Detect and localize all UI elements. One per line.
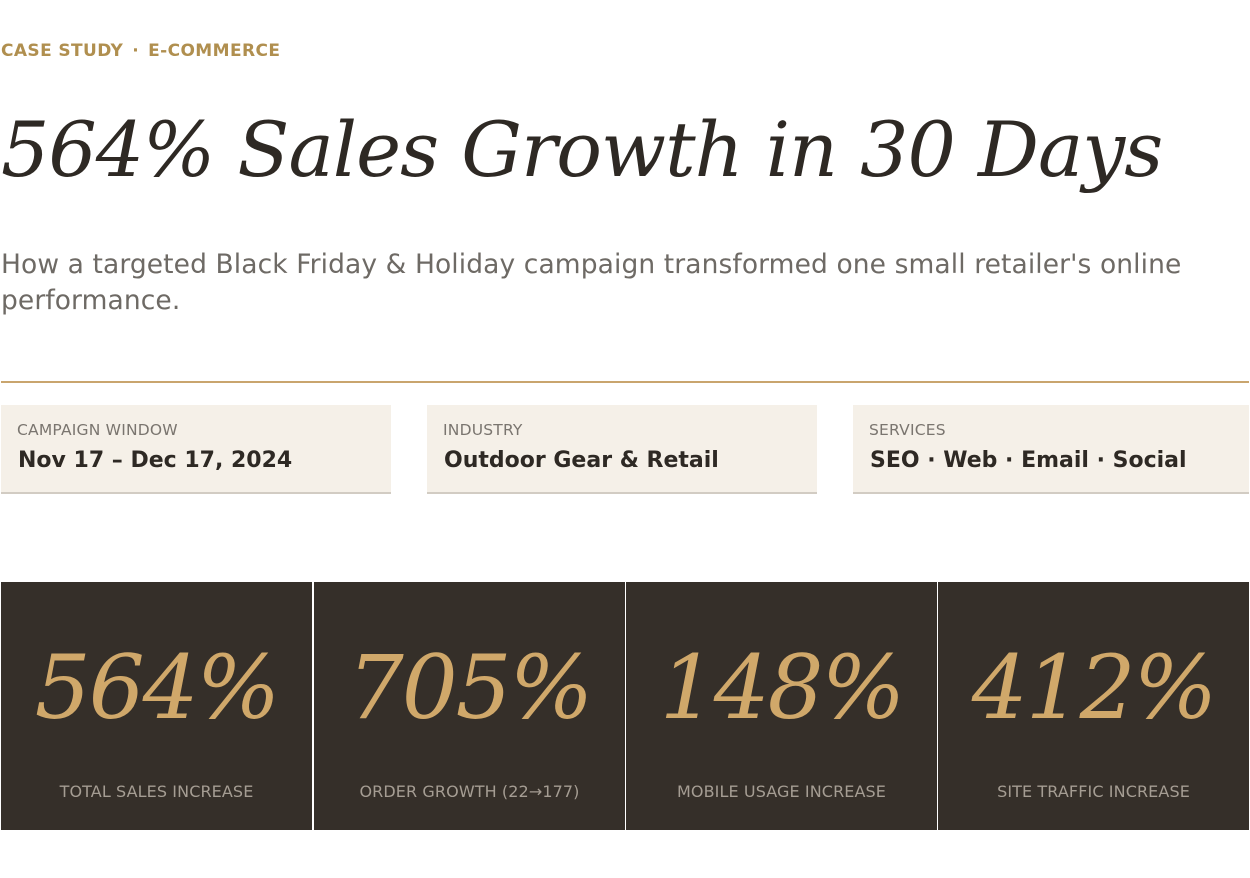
meta-card-campaign-window: CAMPAIGN WINDOW Nov 17 – Dec 17, 2024 bbox=[1, 405, 391, 494]
meta-value: Nov 17 – Dec 17, 2024 bbox=[18, 448, 293, 473]
meta-value: Outdoor Gear & Retail bbox=[444, 448, 719, 473]
meta-label: SERVICES bbox=[869, 421, 946, 439]
stat-card-order-growth: 705% ORDER GROWTH (22→177) bbox=[314, 582, 625, 830]
eyebrow-category: CASE STUDY bbox=[1, 41, 124, 61]
stat-label: ORDER GROWTH (22→177) bbox=[359, 782, 580, 801]
page-title: 564% Sales Growth in 30 Days bbox=[1, 105, 1163, 194]
eyebrow: CASE STUDY · E-COMMERCE bbox=[1, 41, 280, 61]
meta-card-industry: INDUSTRY Outdoor Gear & Retail bbox=[427, 405, 817, 494]
eyebrow-industry: E-COMMERCE bbox=[148, 41, 281, 61]
meta-card-services: SERVICES SEO · Web · Email · Social bbox=[853, 405, 1249, 494]
page-subtitle: How a targeted Black Friday & Holiday ca… bbox=[1, 249, 1182, 316]
stat-value: 412% bbox=[971, 636, 1218, 739]
eyebrow-separator: · bbox=[132, 41, 140, 61]
stat-card-total-sales: 564% TOTAL SALES INCREASE bbox=[1, 582, 312, 830]
stat-label: MOBILE USAGE INCREASE bbox=[676, 782, 887, 801]
stat-label: SITE TRAFFIC INCREASE bbox=[997, 782, 1190, 801]
meta-value: SEO · Web · Email · Social bbox=[870, 448, 1187, 473]
divider-rule bbox=[1, 381, 1249, 383]
stat-value: 564% bbox=[34, 636, 281, 739]
stat-card-mobile-usage: 148% MOBILE USAGE INCREASE bbox=[626, 582, 937, 830]
stat-card-site-traffic: 412% SITE TRAFFIC INCREASE bbox=[938, 582, 1249, 830]
stat-value: 705% bbox=[347, 636, 594, 739]
meta-row: CAMPAIGN WINDOW Nov 17 – Dec 17, 2024 IN… bbox=[1, 405, 1249, 494]
stats-row: 564% TOTAL SALES INCREASE 705% ORDER GRO… bbox=[1, 582, 1249, 830]
meta-label: CAMPAIGN WINDOW bbox=[17, 421, 178, 439]
stat-value: 148% bbox=[659, 636, 906, 739]
stat-label: TOTAL SALES INCREASE bbox=[59, 782, 254, 801]
meta-label: INDUSTRY bbox=[443, 421, 523, 439]
